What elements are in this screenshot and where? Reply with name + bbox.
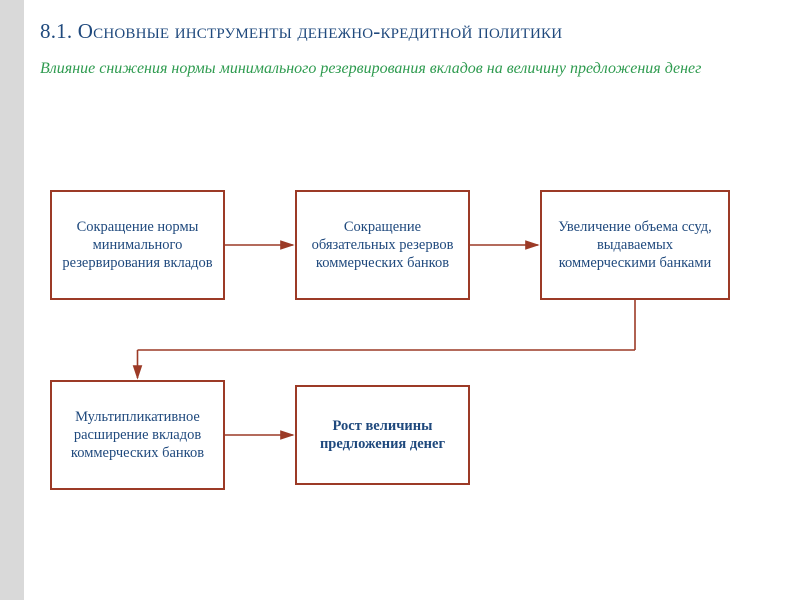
flowchart-node: Увеличение объема ссуд, выдаваемых комме… [540,190,730,300]
flowchart-node: Сокращение нормы минимального резервиров… [50,190,225,300]
flowchart-node: Мультипликативное расширение вкладов ком… [50,380,225,490]
slide-title: 8.1. Основные инструменты денежно-кредит… [40,18,780,44]
slide-content: 8.1. Основные инструменты денежно-кредит… [40,18,780,80]
flowchart-node: Сокращение обязательных резервов коммерч… [295,190,470,300]
flowchart: Сокращение нормы минимального резервиров… [40,170,770,530]
slide-subtitle: Влияние снижения нормы минимального резе… [40,58,780,80]
flowchart-node: Рост величины предложения денег [295,385,470,485]
slide-accent-bar [0,0,24,600]
